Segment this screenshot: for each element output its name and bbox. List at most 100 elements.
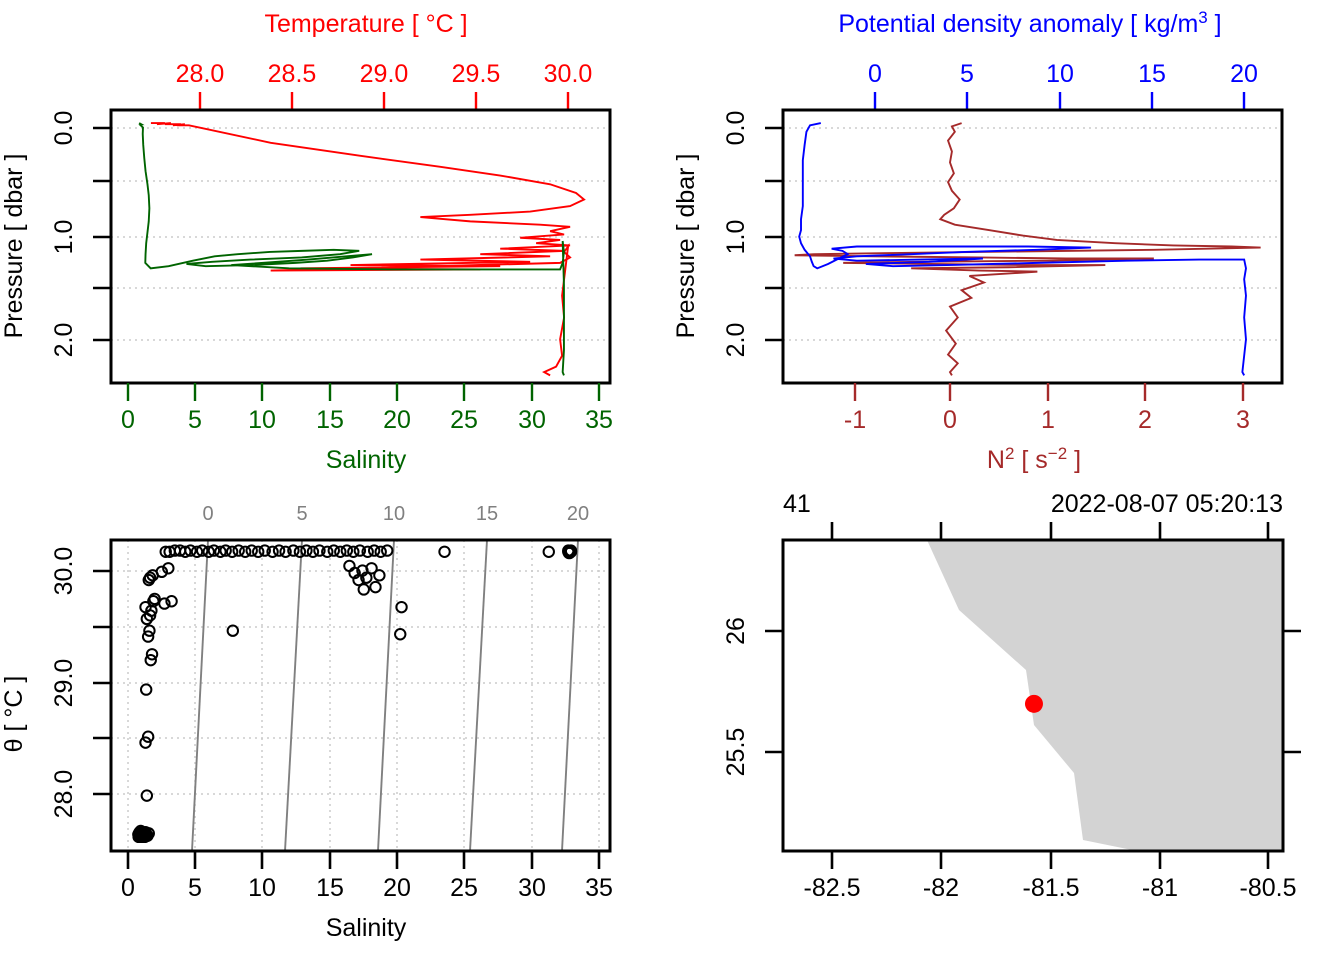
svg-text:10: 10: [383, 503, 405, 525]
isopycnal-tick-labels: 0 5 10 15 20: [202, 503, 589, 525]
ts-point: [252, 545, 265, 558]
svg-text:28.5: 28.5: [268, 60, 317, 88]
ts-point: [179, 545, 192, 558]
ts-point: [232, 544, 245, 557]
salinity-axis-label: Salinity: [326, 446, 407, 474]
ts-plot-box: [109, 538, 612, 853]
ts-point: [340, 544, 354, 557]
svg-text:-81.5: -81.5: [1023, 874, 1080, 902]
ts-point: [374, 545, 387, 558]
svg-text:30: 30: [518, 406, 546, 434]
ts-point: [214, 545, 227, 558]
ts-point: [373, 569, 386, 582]
panel-ts-diagram: 0 5 10 15 20 θ [ °C ] 30.0 29.0 28.0: [0, 480, 672, 960]
svg-text:0: 0: [121, 874, 135, 902]
svg-text:28.0: 28.0: [176, 60, 225, 88]
salinity-trace: [138, 122, 565, 376]
ts-point: [219, 544, 232, 557]
density-ticks: [873, 92, 1246, 110]
ts-salinity-tick-labels: 0 5 10 15 20 25 30 35: [121, 874, 613, 902]
panel-temperature-salinity-profile: Temperature [ °C ] 28.0 28.5 29.0 29.5 30.…: [0, 0, 672, 480]
svg-text:2: 2: [1138, 406, 1152, 434]
svg-text:25: 25: [450, 874, 478, 902]
density-tick-labels: 0 5 10 15 20: [868, 60, 1258, 88]
ts-point: [139, 736, 152, 749]
ts-point: [155, 565, 169, 579]
pressure-axis-label: Pressure [ dbar ]: [0, 154, 28, 339]
svg-text:0.0: 0.0: [722, 111, 750, 146]
pressure-ticks-right: [765, 126, 783, 342]
svg-text:25.5: 25.5: [722, 728, 750, 777]
ts-point: [438, 545, 451, 558]
ts-point: [143, 571, 157, 584]
svg-text:15: 15: [1138, 60, 1166, 88]
svg-text:5: 5: [188, 874, 202, 902]
theta-axis-label: θ [ °C ]: [0, 676, 28, 753]
ts-point: [343, 559, 356, 573]
ts-point: [542, 545, 555, 558]
ts-point: [321, 545, 334, 558]
ts-point: [145, 648, 159, 661]
n2-axis-label: N2 [ s−2 ]: [987, 444, 1081, 474]
svg-text:20: 20: [1230, 60, 1258, 88]
ts-point: [293, 545, 307, 558]
map-lon-ticks-top: [830, 522, 1270, 540]
ts-point: [141, 730, 155, 743]
profile-plot-box: [109, 108, 612, 385]
ts-point: [148, 592, 161, 606]
map-land: [927, 540, 1283, 851]
svg-text:5: 5: [188, 406, 202, 434]
svg-text:15: 15: [476, 503, 498, 525]
svg-text:5: 5: [296, 503, 307, 525]
svg-text:-81: -81: [1142, 874, 1178, 902]
ts-point: [353, 544, 367, 557]
svg-text:20: 20: [383, 874, 411, 902]
ts-point: [239, 545, 252, 558]
svg-text:1: 1: [1041, 406, 1055, 434]
pressure-axis-label-right: Pressure [ dbar ]: [672, 154, 700, 339]
svg-text:0: 0: [202, 503, 213, 525]
ts-point: [159, 545, 172, 558]
ts-point: [313, 544, 326, 557]
map-title-left: 41: [783, 490, 811, 518]
ts-point: [162, 562, 175, 575]
ts-point: [347, 545, 360, 558]
svg-text:35: 35: [585, 406, 613, 434]
svg-text:-82.5: -82.5: [804, 874, 861, 902]
pressure-ticks: [93, 126, 111, 342]
ts-point: [184, 544, 197, 557]
svg-text:5: 5: [960, 60, 974, 88]
pressure-tick-labels-right: 0.0 1.0 2.0: [722, 111, 750, 358]
svg-text:1.0: 1.0: [722, 220, 750, 255]
svg-text:3: 3: [1236, 406, 1250, 434]
ts-point: [139, 683, 153, 696]
svg-text:0.0: 0.0: [50, 111, 78, 146]
ts-point: [144, 653, 157, 667]
ts-point: [139, 600, 152, 614]
ts-point: [207, 544, 221, 557]
svg-text:10: 10: [248, 406, 276, 434]
n2-trace: [794, 122, 1261, 376]
ts-point: [266, 545, 279, 558]
theta-tick-labels: 30.0 29.0 28.0: [50, 547, 78, 819]
profile-svg: Temperature [ °C ] 28.0 28.5 29.0 29.5 30.…: [0, 10, 613, 474]
ts-point: [367, 544, 381, 557]
ts-salinity-ticks: [126, 851, 601, 869]
svg-text:2.0: 2.0: [50, 323, 78, 358]
ts-point: [165, 595, 178, 608]
ts-point: [361, 545, 374, 558]
svg-text:30.0: 30.0: [50, 547, 78, 596]
ts-point: [365, 562, 378, 575]
temperature-tick-labels: 28.0 28.5 29.0 29.5 30.0: [176, 60, 593, 88]
n2-ticks: [853, 383, 1245, 401]
ts-point: [225, 545, 239, 558]
ts-point: [306, 545, 320, 558]
temperature-ticks: [198, 92, 570, 110]
station-marker[interactable]: [1024, 694, 1043, 713]
ts-point: [395, 600, 408, 614]
svg-text:-1: -1: [844, 406, 866, 434]
svg-text:29.0: 29.0: [360, 60, 409, 88]
map-title-right: 2022-08-07 05:20:13: [1051, 490, 1283, 518]
svg-text:15: 15: [316, 874, 344, 902]
